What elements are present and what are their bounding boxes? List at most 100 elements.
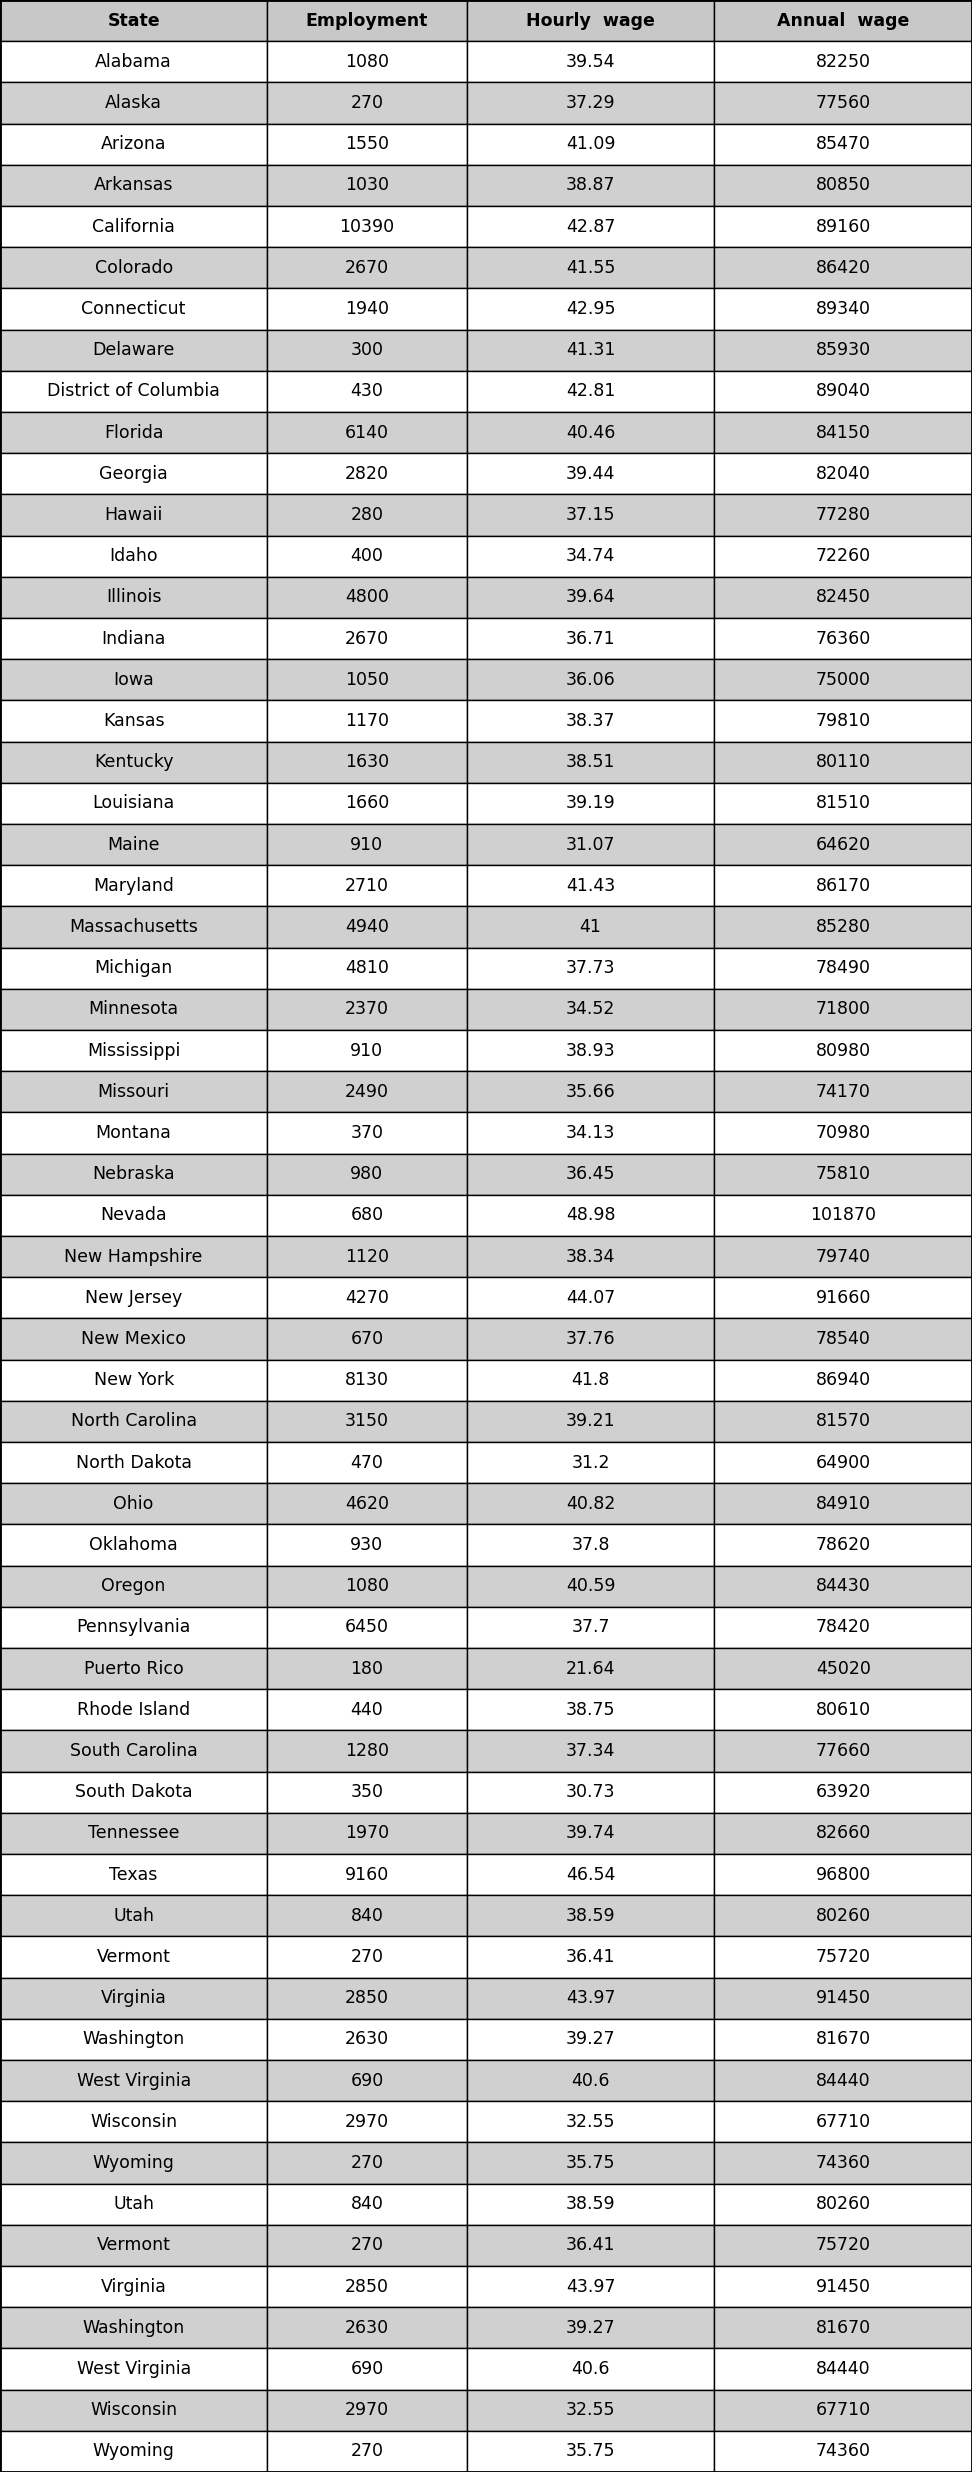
- Bar: [714, 2348, 972, 2390]
- Bar: [467, 2390, 714, 2430]
- Text: 67710: 67710: [816, 2114, 871, 2131]
- Text: 80260: 80260: [816, 2195, 871, 2212]
- Text: Wisconsin: Wisconsin: [90, 2114, 177, 2131]
- Text: 75720: 75720: [816, 1948, 871, 1965]
- Bar: [467, 1318, 714, 1360]
- Text: 63920: 63920: [816, 1782, 871, 1802]
- Bar: [714, 124, 972, 166]
- Bar: [0, 289, 267, 329]
- Text: 67710: 67710: [816, 2400, 871, 2420]
- Text: 36.45: 36.45: [566, 1164, 615, 1184]
- Bar: [467, 371, 714, 413]
- Text: Louisiana: Louisiana: [92, 794, 175, 813]
- Text: 81670: 81670: [816, 2319, 871, 2336]
- Text: 44.07: 44.07: [566, 1288, 615, 1308]
- Bar: [267, 413, 467, 452]
- Text: 840: 840: [351, 1906, 383, 1926]
- Text: 76360: 76360: [816, 630, 871, 648]
- Bar: [0, 1194, 267, 1236]
- Text: Georgia: Georgia: [99, 465, 168, 482]
- Bar: [0, 618, 267, 660]
- Text: 38.75: 38.75: [566, 1701, 615, 1718]
- Text: 38.37: 38.37: [566, 712, 615, 729]
- Text: 40.6: 40.6: [572, 2072, 609, 2089]
- Bar: [267, 1278, 467, 1318]
- Bar: [0, 907, 267, 947]
- Bar: [267, 124, 467, 166]
- Bar: [267, 947, 467, 989]
- Bar: [714, 494, 972, 536]
- Bar: [714, 0, 972, 42]
- Bar: [0, 784, 267, 823]
- Bar: [267, 2430, 467, 2472]
- Text: 85930: 85930: [816, 341, 871, 358]
- Text: Indiana: Indiana: [101, 630, 166, 648]
- Text: 9160: 9160: [345, 1866, 389, 1884]
- Text: 36.41: 36.41: [566, 1948, 615, 1965]
- Bar: [267, 907, 467, 947]
- Bar: [267, 618, 467, 660]
- Bar: [467, 1194, 714, 1236]
- Text: Utah: Utah: [113, 1906, 155, 1926]
- Bar: [467, 742, 714, 784]
- Text: Colorado: Colorado: [94, 260, 173, 277]
- Bar: [267, 0, 467, 42]
- Text: 39.19: 39.19: [566, 794, 615, 813]
- Bar: [714, 289, 972, 329]
- Bar: [0, 576, 267, 618]
- Text: 72260: 72260: [816, 546, 871, 566]
- Text: 280: 280: [351, 507, 383, 524]
- Bar: [467, 865, 714, 907]
- Bar: [0, 1936, 267, 1978]
- Text: 42.87: 42.87: [566, 218, 615, 235]
- Text: 2490: 2490: [345, 1083, 389, 1100]
- Bar: [0, 42, 267, 82]
- Text: 690: 690: [350, 2361, 384, 2378]
- Bar: [714, 2225, 972, 2267]
- Text: 840: 840: [351, 2195, 383, 2212]
- Text: 930: 930: [350, 1535, 384, 1555]
- Text: 6450: 6450: [345, 1619, 389, 1636]
- Bar: [467, 907, 714, 947]
- Text: 79740: 79740: [816, 1248, 871, 1266]
- Bar: [0, 1360, 267, 1402]
- Text: Kansas: Kansas: [103, 712, 164, 729]
- Text: 36.06: 36.06: [566, 670, 615, 690]
- Text: 2670: 2670: [345, 260, 389, 277]
- Text: North Dakota: North Dakota: [76, 1454, 191, 1471]
- Text: 70980: 70980: [816, 1125, 871, 1142]
- Bar: [0, 660, 267, 700]
- Bar: [267, 1360, 467, 1402]
- Bar: [714, 1360, 972, 1402]
- Bar: [714, 1070, 972, 1112]
- Bar: [267, 205, 467, 247]
- Bar: [467, 1649, 714, 1688]
- Text: Wyoming: Wyoming: [92, 2153, 175, 2173]
- Text: 77280: 77280: [816, 507, 871, 524]
- Text: Virginia: Virginia: [101, 2277, 166, 2296]
- Text: 86170: 86170: [816, 878, 871, 895]
- Text: 41.31: 41.31: [566, 341, 615, 358]
- Text: Connecticut: Connecticut: [82, 299, 186, 319]
- Bar: [714, 452, 972, 494]
- Text: 81570: 81570: [816, 1412, 871, 1431]
- Bar: [714, 1441, 972, 1483]
- Bar: [714, 700, 972, 742]
- Text: 1970: 1970: [345, 1824, 389, 1842]
- Text: 32.55: 32.55: [566, 2400, 615, 2420]
- Text: Oregon: Oregon: [101, 1577, 166, 1594]
- Bar: [0, 865, 267, 907]
- Text: 74170: 74170: [816, 1083, 871, 1100]
- Text: 270: 270: [351, 1948, 383, 1965]
- Text: 39.27: 39.27: [566, 2319, 615, 2336]
- Bar: [0, 1525, 267, 1565]
- Bar: [714, 1112, 972, 1154]
- Bar: [467, 1565, 714, 1607]
- Bar: [467, 784, 714, 823]
- Text: 2850: 2850: [345, 2277, 389, 2296]
- Bar: [0, 2430, 267, 2472]
- Text: Hawaii: Hawaii: [104, 507, 163, 524]
- Text: 4620: 4620: [345, 1496, 389, 1513]
- Bar: [467, 0, 714, 42]
- Text: Annual  wage: Annual wage: [777, 12, 910, 30]
